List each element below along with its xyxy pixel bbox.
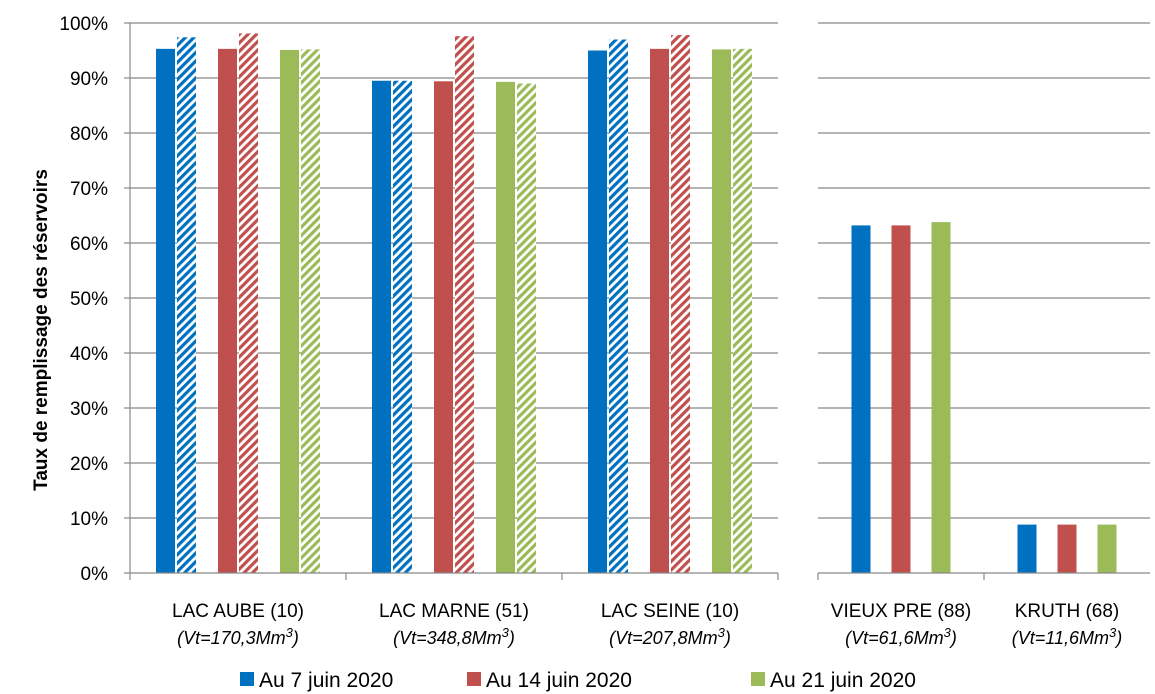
bar-solid xyxy=(434,81,453,574)
category-volume: (Vt=11,6Mm3) xyxy=(1012,625,1122,648)
y-axis-label: Taux de remplissage des réservoirs xyxy=(31,169,52,491)
category-label: VIEUX PRE (88) xyxy=(831,601,971,622)
bar-solid xyxy=(156,48,175,574)
legend-swatch xyxy=(240,672,254,686)
category-label: LAC SEINE (10) xyxy=(601,601,739,622)
bar-solid xyxy=(712,49,731,573)
bar-solid xyxy=(650,48,669,574)
bar-solid xyxy=(588,50,607,573)
bar-hatched xyxy=(517,83,536,573)
category-volume: (Vt=170,3Mm3) xyxy=(177,625,299,648)
gridlines xyxy=(130,22,1150,519)
bars xyxy=(156,33,1117,574)
category-label: LAC AUBE (10) xyxy=(172,601,304,622)
bar-solid xyxy=(851,225,871,573)
y-tick-label: 0% xyxy=(81,564,109,585)
legend-label: Au 21 juin 2020 xyxy=(770,669,916,692)
y-tick-labels: 0% 10% 20% 30% 40% 50% 60% 70% 80% 90% 100% xyxy=(59,14,108,585)
category-volume: (Vt=61,6Mm3) xyxy=(845,625,957,648)
bar-solid xyxy=(891,225,911,573)
legend-label: Au 7 juin 2020 xyxy=(259,669,393,692)
y-tick-label: 100% xyxy=(59,14,108,35)
bar-solid xyxy=(372,80,391,573)
legend: Au 7 juin 2020 Au 14 juin 2020 Au 21 juin … xyxy=(240,669,916,692)
bar-solid xyxy=(931,222,951,573)
bar-hatched xyxy=(671,35,690,574)
y-tick-label: 70% xyxy=(70,179,108,200)
bar-solid xyxy=(1097,524,1117,573)
y-tick-label: 40% xyxy=(70,344,108,365)
legend-label: Au 14 juin 2020 xyxy=(486,669,632,692)
bar-hatched xyxy=(609,39,628,573)
category-volume: (Vt=207,8Mm3) xyxy=(609,625,731,648)
axes xyxy=(124,22,1150,580)
x-tick-labels: LAC AUBE (10) (Vt=170,3Mm3) LAC MARNE (51)… xyxy=(172,601,1122,648)
category-volume: (Vt=348,8Mm3) xyxy=(393,625,515,648)
bar-hatched xyxy=(177,37,196,574)
y-tick-label: 80% xyxy=(70,124,108,145)
bar-hatched xyxy=(733,48,752,574)
y-tick-label: 30% xyxy=(70,399,108,420)
bar-solid xyxy=(218,48,237,574)
legend-swatch xyxy=(751,672,765,686)
y-tick-label: 10% xyxy=(70,509,108,530)
bar-solid xyxy=(496,81,515,573)
bar-hatched xyxy=(393,80,412,573)
bar-solid xyxy=(1057,524,1077,573)
category-label: LAC MARNE (51) xyxy=(379,601,529,622)
y-tick-label: 20% xyxy=(70,454,108,475)
bar-solid xyxy=(1017,524,1037,573)
bar-hatched xyxy=(301,49,320,573)
legend-swatch xyxy=(467,672,481,686)
bar-hatched xyxy=(239,33,258,573)
y-tick-label: 50% xyxy=(70,289,108,310)
bar-solid xyxy=(280,49,299,573)
y-tick-label: 90% xyxy=(70,69,108,90)
category-label: KRUTH (68) xyxy=(1015,601,1120,622)
y-tick-label: 60% xyxy=(70,234,108,255)
bar-hatched xyxy=(455,36,474,573)
